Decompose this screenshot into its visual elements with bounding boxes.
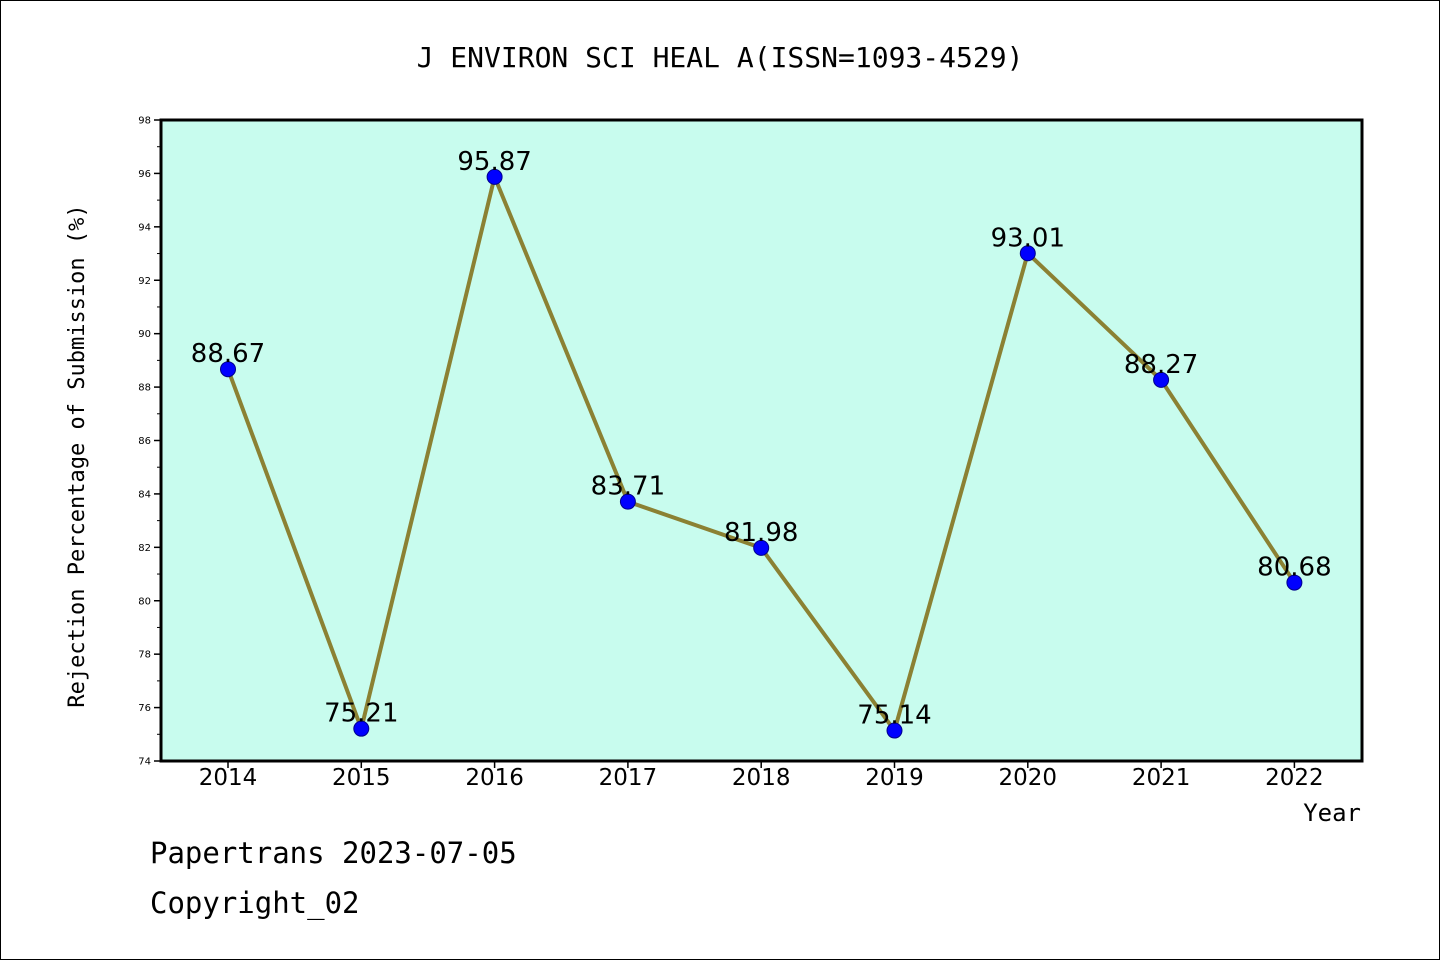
data-label: 88.67 [191,339,265,369]
data-label: 83.71 [591,472,665,502]
y-tick-label: 84 [138,489,151,500]
data-point [619,493,636,510]
data-point [1019,245,1036,262]
data-point [1153,371,1170,388]
plot-area [159,118,1364,763]
data-label: 95.87 [457,147,531,177]
y-tick-label: 76 [138,703,151,714]
data-label: 75.21 [324,699,398,729]
y-tick-label: 86 [138,436,151,447]
y-axis: 74 76 78 80 82 84 86 88 90 92 94 96 98 [138,116,161,768]
x-tick-label: 2015 [332,765,391,791]
data-label: 88.27 [1124,350,1198,380]
x-tick-label: 2019 [865,765,924,791]
y-tick-label: 96 [138,169,151,180]
footer-date: Papertrans 2023-07-05 [150,836,517,870]
footer-copyright: Copyright_02 [150,886,360,920]
data-label: 81.98 [724,518,798,548]
x-tick-label: 2020 [999,765,1058,791]
data-point [1286,574,1303,591]
y-tick-label: 78 [138,650,151,661]
data-point [886,722,903,739]
y-tick-label: 92 [138,276,151,287]
data-point [353,720,370,737]
data-label: 80.68 [1257,553,1331,583]
x-tick-label: 2017 [599,765,658,791]
x-tick-label: 2016 [465,765,524,791]
y-tick-label: 88 [138,383,151,394]
x-tick-label: 2018 [732,765,791,791]
y-tick-label: 82 [138,543,151,554]
y-tick-label: 94 [138,222,151,233]
data-point [753,539,770,556]
data-labels: 88.67 75.21 95.87 83.71 81.98 75.14 93.01 88.27… [191,147,1332,731]
y-tick-label: 98 [138,116,151,127]
y-axis-label: Rejection Percentage of Submission (%) [65,204,90,707]
data-point [220,361,236,378]
y-tick-label: 80 [138,596,151,607]
y-tick-label: 74 [138,757,151,768]
data-point [486,168,503,185]
y-tick-label: 90 [138,329,151,340]
data-label: 75.14 [857,701,931,731]
data-label: 93.01 [991,223,1065,253]
x-tick-label: 2021 [1132,765,1191,791]
x-tick-label: 2014 [199,765,258,791]
chart-title: J ENVIRON SCI HEAL A(ISSN=1093-4529) [417,41,1024,74]
x-axis: 2014 2015 2016 2017 2018 2019 2020 2021 2022 [199,761,1324,791]
x-axis-label: Year [1303,799,1361,827]
x-tick-label: 2022 [1265,765,1324,791]
series-markers [220,168,1303,739]
